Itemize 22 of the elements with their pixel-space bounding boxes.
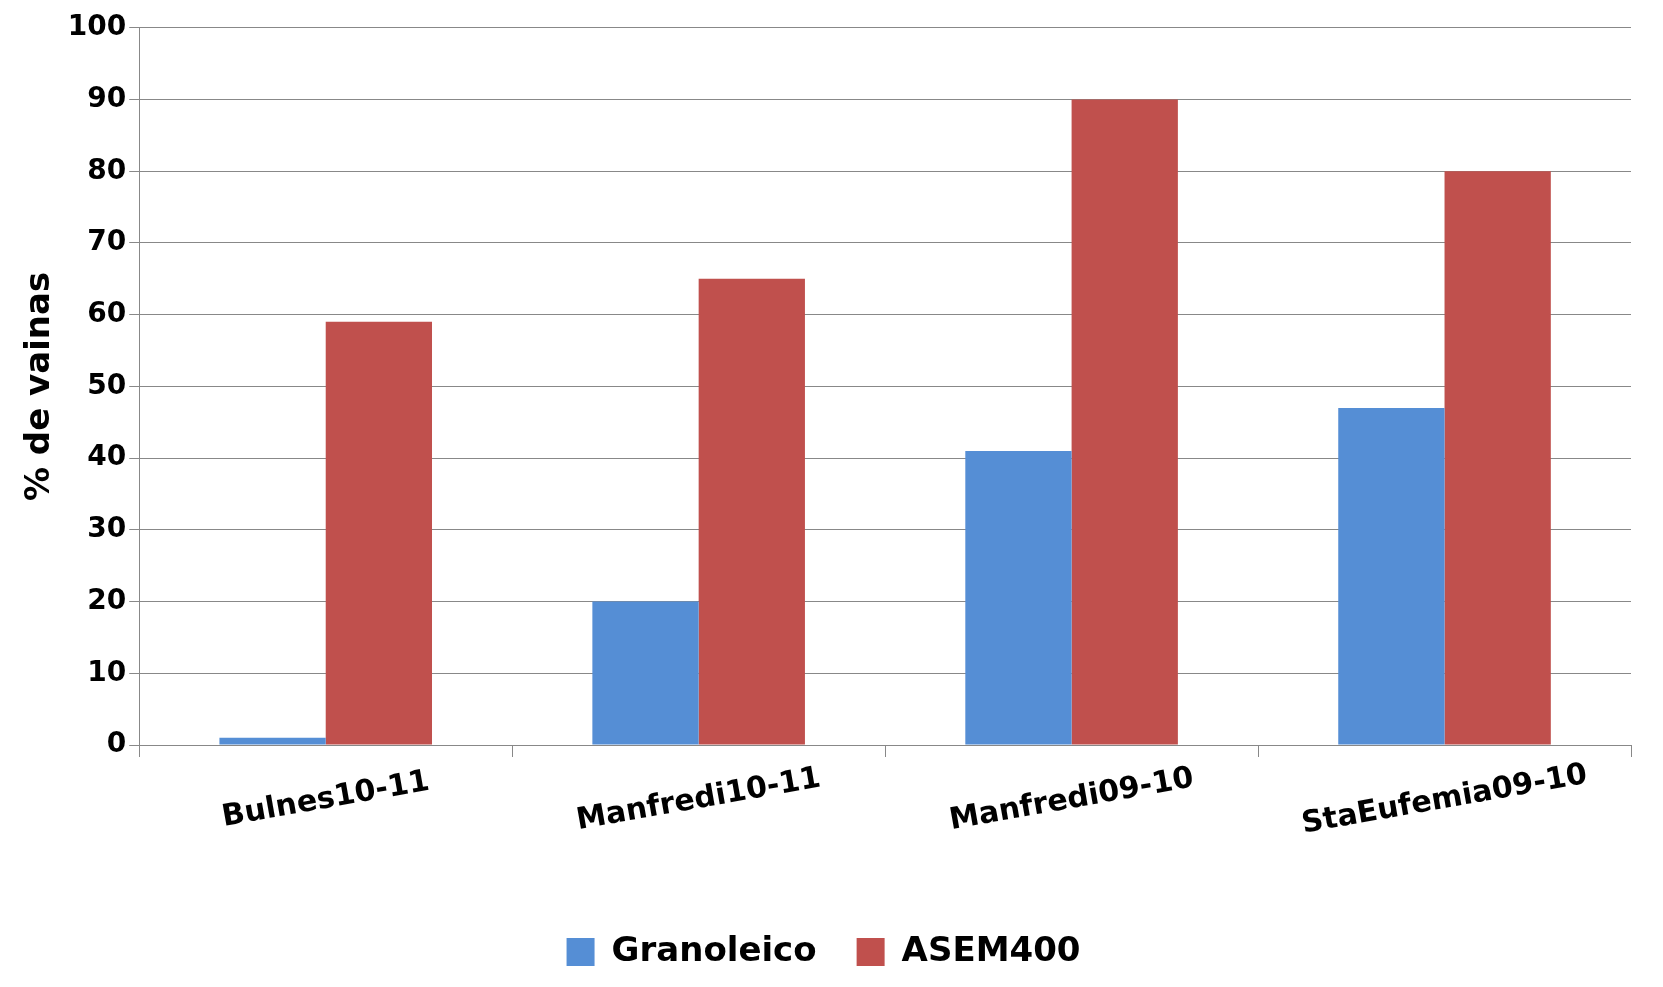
legend-label: Granoleico [611, 928, 817, 969]
y-axis-title: % de vainas [17, 271, 58, 502]
y-tick-label: 20 [87, 582, 127, 616]
y-tick-label: 90 [87, 80, 127, 114]
y-tick-label: 70 [87, 224, 127, 258]
bar [592, 601, 699, 745]
bar [965, 450, 1072, 745]
bar [698, 278, 805, 745]
y-tick-label: 30 [87, 511, 127, 545]
y-tick-label: 60 [87, 295, 127, 329]
y-tick-label: 40 [87, 439, 127, 473]
y-tick-label: 10 [87, 654, 127, 688]
y-tick-label: 80 [87, 152, 127, 186]
y-tick-label: 100 [67, 9, 127, 43]
bar [1071, 99, 1178, 745]
legend-label: ASEM400 [901, 928, 1081, 969]
y-tick-label: 50 [87, 367, 127, 401]
bar [1338, 407, 1445, 745]
bar [325, 321, 432, 745]
y-tick-label: 0 [106, 726, 127, 760]
bar [1444, 171, 1551, 745]
bar [219, 737, 326, 745]
